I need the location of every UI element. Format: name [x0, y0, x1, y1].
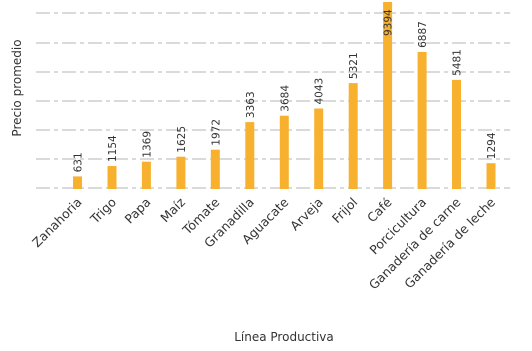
data-label: 1972: [210, 119, 222, 146]
category-labels: Zanahoria Trigo Papa MaízTómateGranadillaAg…: [29, 194, 498, 292]
data-label: 3363: [245, 91, 257, 118]
category-label: Zanahoria: [29, 195, 85, 251]
bar: [348, 83, 358, 189]
bar: [141, 161, 151, 189]
bar: [107, 166, 117, 189]
bar: [176, 156, 186, 189]
category-label: Frijol: [329, 195, 360, 226]
data-label: 1154: [107, 135, 119, 162]
x-axis-label: Línea Productiva: [234, 330, 334, 344]
bar: [383, 2, 393, 189]
data-label: 4043: [314, 78, 326, 105]
data-label: 1369: [141, 131, 153, 158]
category-label: Maíz: [157, 194, 188, 225]
data-label: 1625: [176, 126, 188, 153]
data-label: 3684: [279, 85, 291, 112]
category-label: Café: [364, 194, 395, 225]
data-label: 631: [73, 152, 85, 172]
bar: [279, 115, 289, 189]
bar: [486, 163, 496, 189]
category-label: Trigo: [87, 195, 120, 228]
data-labels: 631 1154 1369 1625 1972 3363 3684 4043 5321 9394 6…: [73, 9, 499, 172]
data-label: 5481: [452, 49, 464, 76]
bar: [245, 122, 255, 189]
data-label: 6887: [417, 21, 429, 48]
data-label: 5321: [348, 52, 360, 79]
bar: [210, 149, 220, 189]
data-label: 1294: [486, 132, 498, 159]
data-label: 9394: [383, 9, 395, 36]
bar: [314, 108, 324, 189]
category-label: Papa: [122, 195, 154, 227]
bar: [452, 79, 461, 189]
category-label: Arveja: [287, 195, 326, 234]
bars: [73, 2, 496, 190]
bar: [417, 51, 427, 190]
y-axis-label: Precio promedio: [10, 39, 24, 136]
bar: [73, 176, 82, 189]
